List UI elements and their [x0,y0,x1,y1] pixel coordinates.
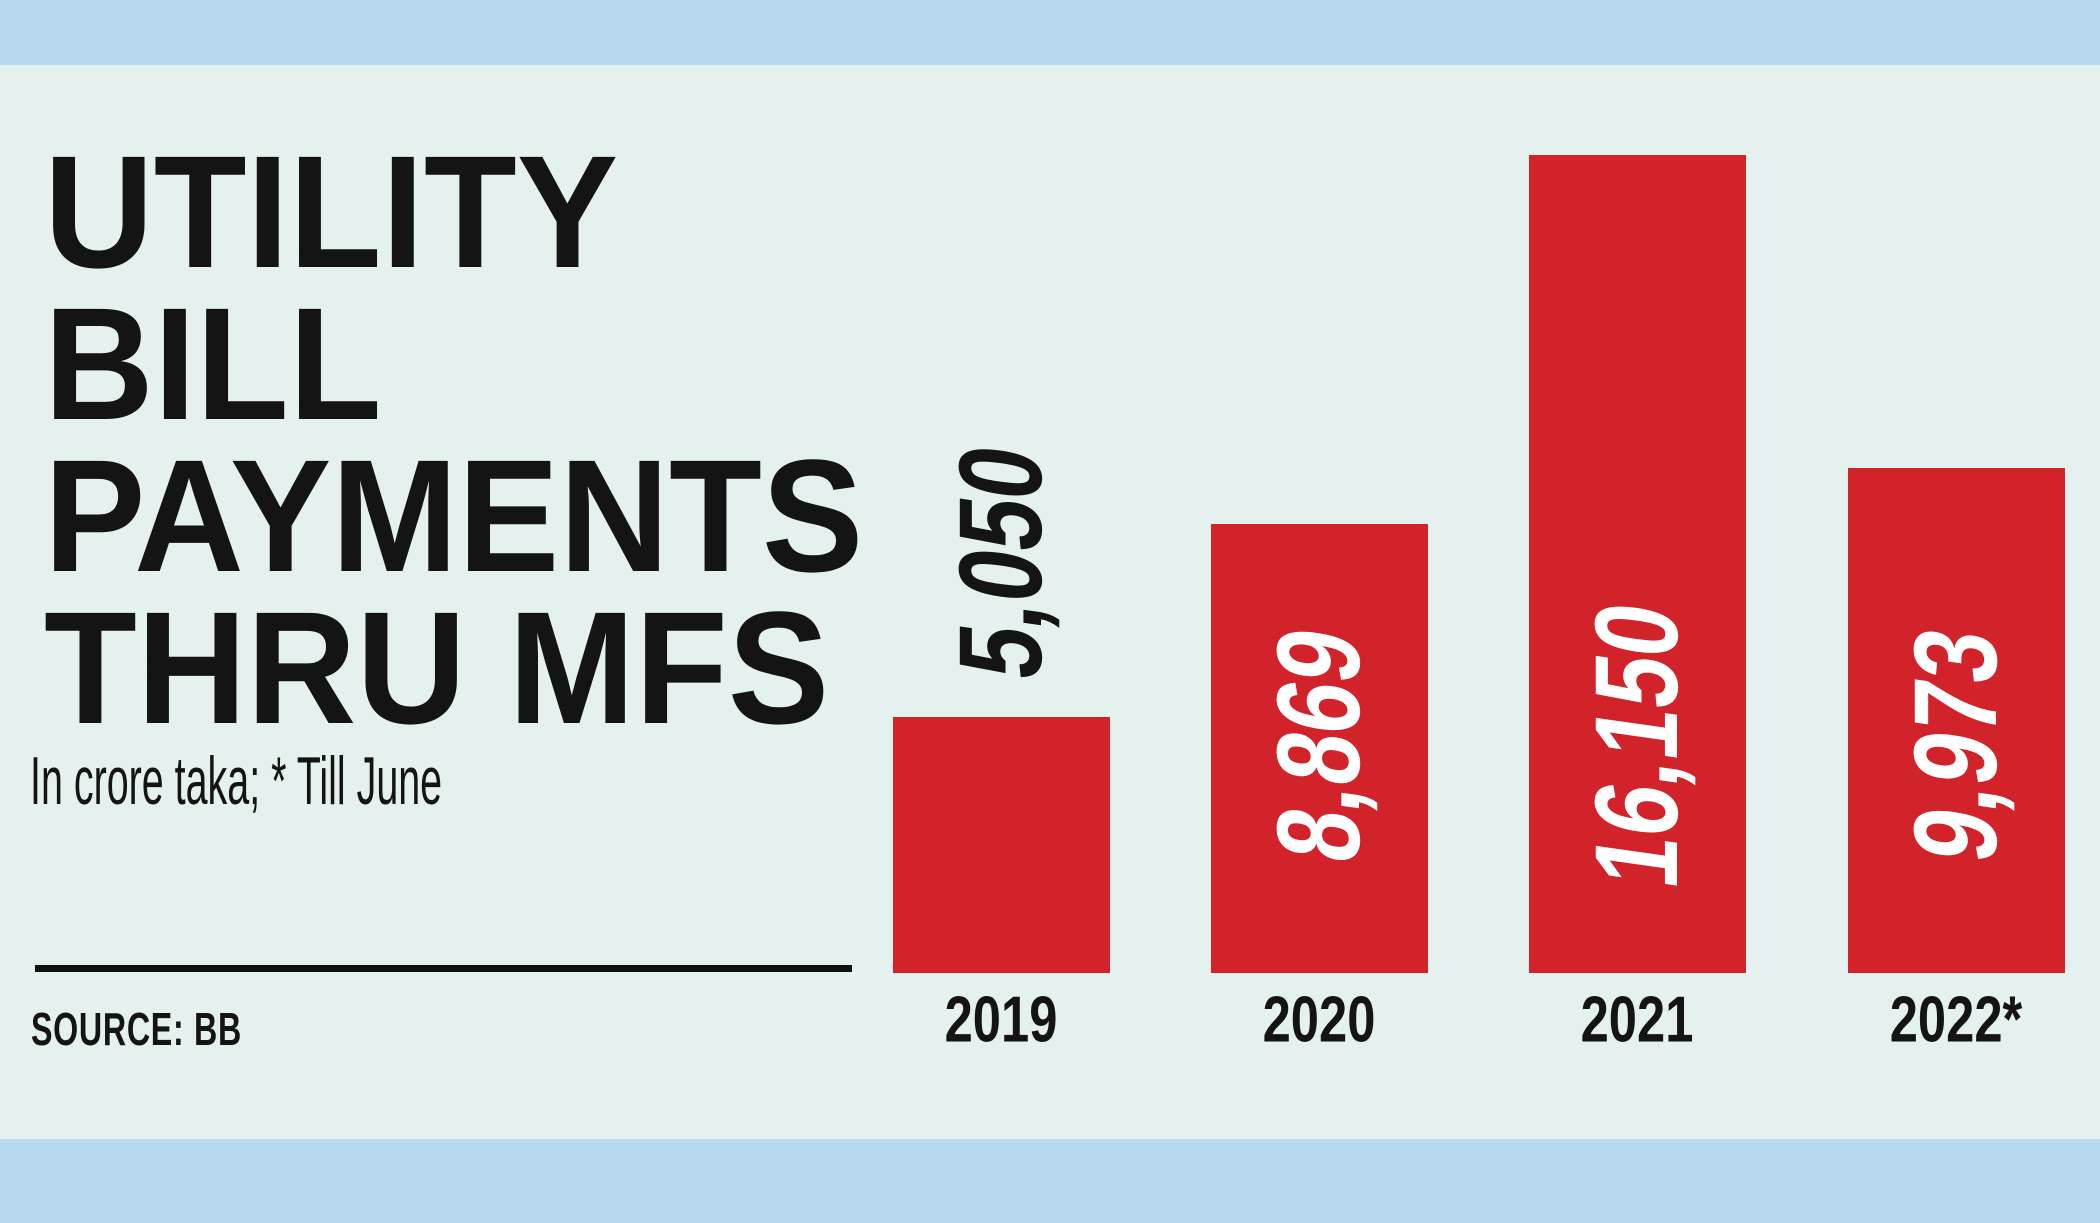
chart-subtitle: In crore taka; * Till June [30,743,443,819]
chart-title-line-1: UTILITY [44,122,619,301]
value-label-2020: 8,869 [1253,620,1385,870]
divider-rule [35,965,852,972]
bar-2022 [1847,468,2065,973]
chart-title-line-3: PAYMENTS [44,426,864,605]
value-label-2022: 9,973 [1890,620,2022,870]
chart-title: UTILITY BILL PAYMENTS THRU MFS [44,122,906,757]
category-label-2022: 2022* [1889,982,2023,1056]
bar-2020 [1210,524,1428,973]
value-label-2021: 16,150 [1571,594,1703,896]
bottom-decorative-band [0,1139,2100,1223]
chart-title-line-2: BILL [44,274,382,453]
category-label-2021: 2021 [1580,982,1694,1056]
value-label-2019: 5,050 [935,437,1067,687]
chart-title-line-4: THRU MFS [44,578,830,757]
bar-2019 [892,717,1110,973]
bar-2021 [1528,155,1746,973]
top-decorative-band [0,0,2100,65]
source-label: SOURCE: BB [31,1003,242,1055]
category-label-2020: 2020 [1262,982,1376,1056]
category-label-2019: 2019 [944,982,1058,1056]
